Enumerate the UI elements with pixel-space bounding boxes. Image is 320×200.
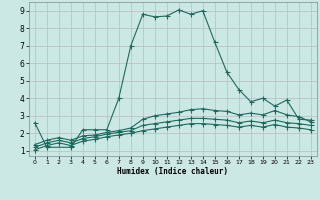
X-axis label: Humidex (Indice chaleur): Humidex (Indice chaleur): [117, 167, 228, 176]
